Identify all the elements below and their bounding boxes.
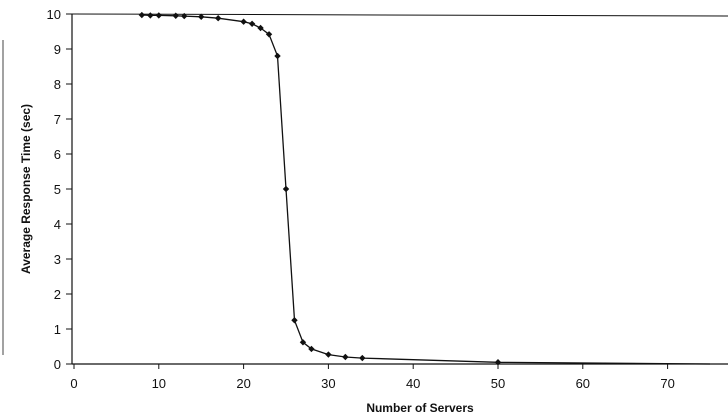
y-axis-ticks: 0 1 2 3 4 5 6 7 8 9 10 bbox=[47, 7, 72, 372]
y-tick-label: 9 bbox=[54, 42, 61, 57]
x-tick-label: 0 bbox=[70, 376, 77, 391]
y-tick-label: 4 bbox=[54, 217, 61, 232]
data-point bbox=[342, 353, 349, 361]
data-point bbox=[291, 317, 298, 324]
data-point bbox=[282, 185, 290, 193]
data-point bbox=[138, 11, 146, 19]
y-tick-label: 6 bbox=[54, 147, 61, 162]
x-axis-ticks: 0 10 20 30 40 50 60 70 bbox=[70, 364, 675, 391]
plot-area bbox=[72, 14, 728, 364]
data-point bbox=[274, 52, 281, 60]
data-point bbox=[240, 18, 247, 25]
x-tick-label: 70 bbox=[660, 376, 674, 391]
data-point bbox=[181, 12, 188, 20]
data-point bbox=[257, 24, 264, 32]
y-tick-label: 7 bbox=[54, 112, 61, 127]
data-point bbox=[359, 354, 366, 362]
data-point bbox=[308, 345, 315, 353]
x-tick-label: 20 bbox=[236, 376, 250, 391]
data-point bbox=[325, 351, 332, 358]
y-axis-title: Average Response Time (sec) bbox=[19, 104, 33, 274]
y-tick-label: 3 bbox=[54, 252, 61, 267]
x-tick-label: 30 bbox=[321, 376, 335, 391]
x-tick-label: 40 bbox=[406, 376, 420, 391]
data-point bbox=[198, 13, 205, 20]
y-tick-label: 2 bbox=[54, 287, 61, 302]
plot-top-border bbox=[71, 13, 728, 17]
x-tick-label: 50 bbox=[491, 376, 505, 391]
data-point bbox=[299, 339, 307, 346]
data-point bbox=[494, 359, 502, 366]
data-point bbox=[248, 20, 256, 27]
y-tick-label: 8 bbox=[54, 77, 61, 92]
data-point bbox=[214, 15, 222, 22]
y-tick-label: 0 bbox=[54, 357, 61, 372]
y-tick-label: 5 bbox=[54, 182, 61, 197]
series-markers bbox=[138, 11, 502, 366]
data-point bbox=[147, 12, 154, 19]
y-tick-label: 1 bbox=[54, 322, 61, 337]
data-point bbox=[155, 12, 162, 19]
y-tick-label: 10 bbox=[47, 7, 61, 22]
data-point bbox=[265, 31, 273, 38]
x-axis-title: Number of Servers bbox=[366, 401, 474, 415]
data-point bbox=[172, 12, 179, 19]
x-tick-label: 10 bbox=[152, 376, 166, 391]
x-tick-label: 60 bbox=[576, 376, 590, 391]
